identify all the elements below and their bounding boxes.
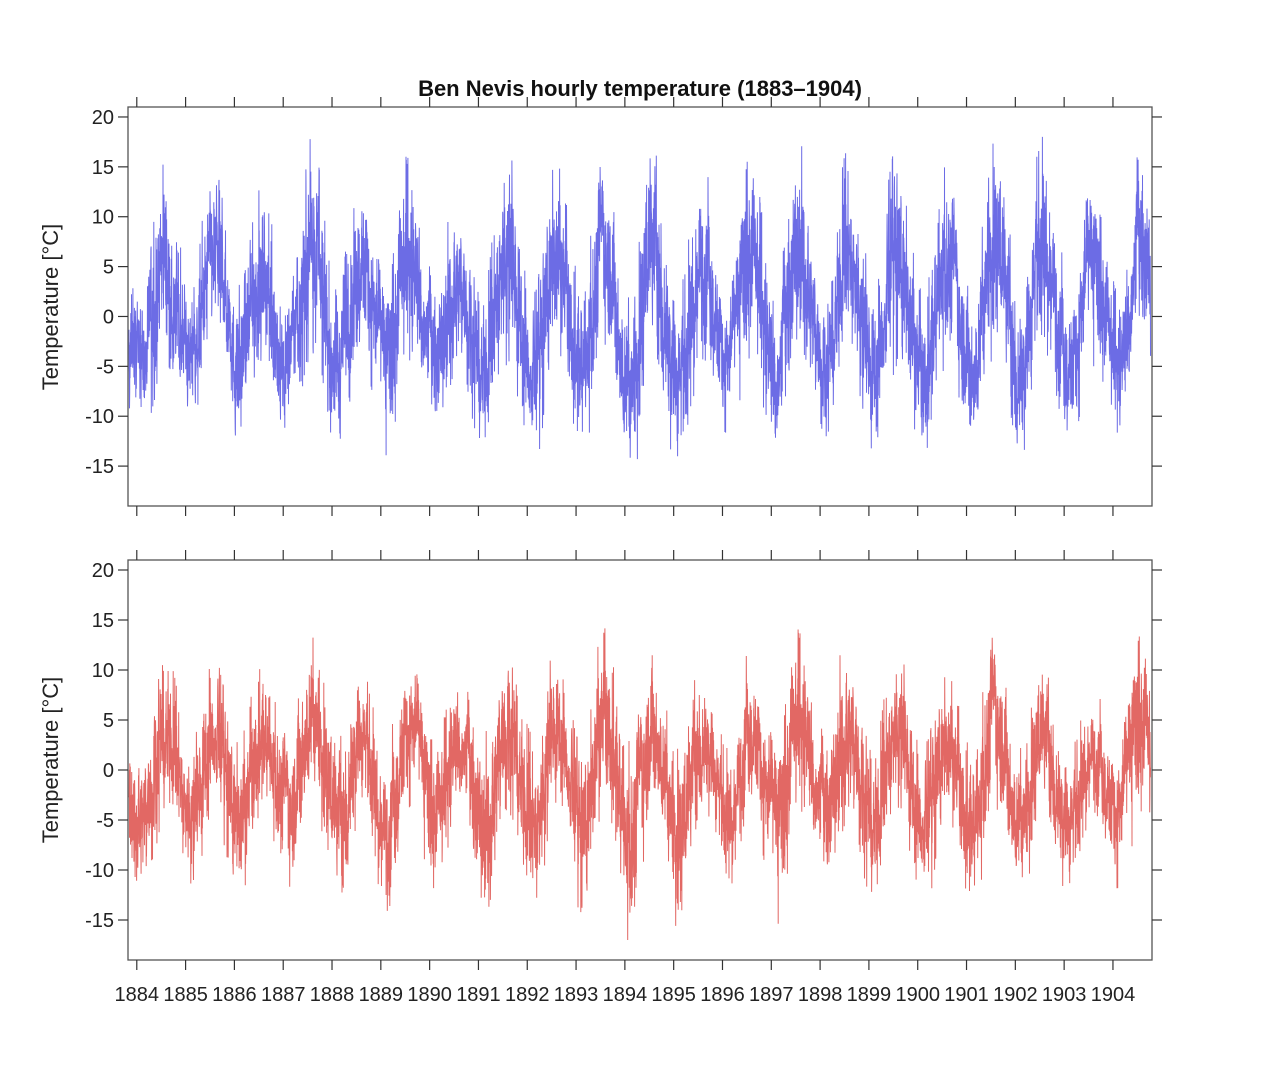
y-tick-label: 0 <box>103 760 114 782</box>
x-tick-label: 1892 <box>505 984 550 1006</box>
y-tick-label: 15 <box>92 157 114 179</box>
x-tick-label: 1889 <box>359 984 404 1006</box>
y-tick-label: -15 <box>85 456 114 478</box>
x-tick-label: 1890 <box>407 984 452 1006</box>
y-tick-label: 10 <box>92 660 114 682</box>
x-tick-label: 1901 <box>944 984 989 1006</box>
x-tick-label: 1884 <box>115 984 160 1006</box>
y-tick-label: 20 <box>92 560 114 582</box>
y-axis-label-bottom: Temperature [°C] <box>38 677 63 844</box>
x-tick-label: 1902 <box>993 984 1038 1006</box>
y-tick-label: -15 <box>85 910 114 932</box>
y-tick-label: -10 <box>85 406 114 428</box>
x-tick-label: 1897 <box>749 984 794 1006</box>
y-tick-label: 10 <box>92 207 114 229</box>
x-tick-label: 1898 <box>798 984 843 1006</box>
y-tick-label: 15 <box>92 610 114 632</box>
y-tick-label: -5 <box>96 810 114 832</box>
x-tick-label: 1903 <box>1042 984 1087 1006</box>
x-tick-label: 1896 <box>700 984 745 1006</box>
y-tick-label: 5 <box>103 710 114 732</box>
top-temperature-series <box>128 136 1151 460</box>
x-tick-label: 1900 <box>895 984 940 1006</box>
x-tick-label: 1888 <box>310 984 355 1006</box>
plot-frame <box>127 106 1153 507</box>
x-tick-label: 1894 <box>603 984 648 1006</box>
x-tick-label: 1895 <box>651 984 696 1006</box>
y-axis-label-top: Temperature [°C] <box>38 224 63 391</box>
y-tick-label: 0 <box>103 306 114 328</box>
chart-title: Ben Nevis hourly temperature (1883–1904) <box>418 76 862 101</box>
x-tick-label: 1885 <box>163 984 208 1006</box>
y-tick-label: 5 <box>103 257 114 279</box>
y-tick-label: 20 <box>92 107 114 129</box>
plot-frame <box>127 559 1153 961</box>
x-tick-label: 1887 <box>261 984 306 1006</box>
y-tick-label: -5 <box>96 356 114 378</box>
x-tick-label: 1891 <box>456 984 501 1006</box>
x-tick-label: 1893 <box>554 984 599 1006</box>
x-tick-label: 1904 <box>1091 984 1136 1006</box>
x-tick-label: 1886 <box>212 984 257 1006</box>
x-tick-label: 1899 <box>847 984 892 1006</box>
y-tick-label: -10 <box>85 860 114 882</box>
bottom-temperature-series <box>128 628 1151 941</box>
top-panel: Temperature [°C] 20 15 10 5 0 -5 -10 -15 <box>38 97 1162 516</box>
